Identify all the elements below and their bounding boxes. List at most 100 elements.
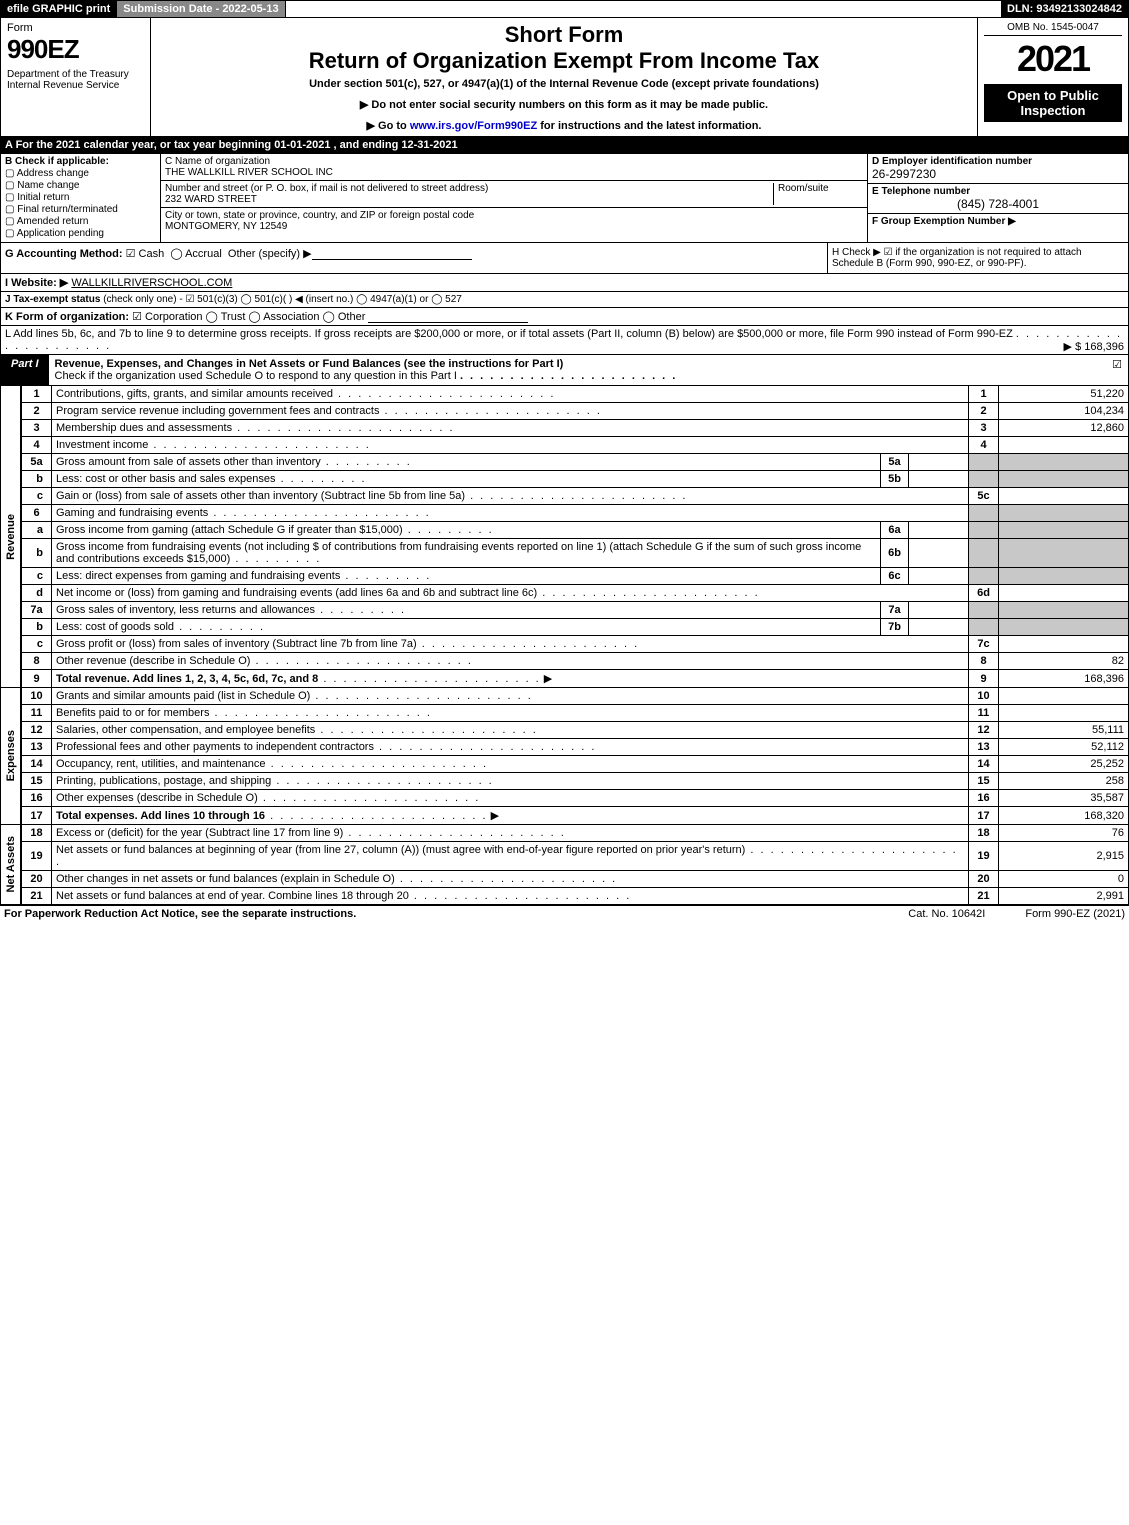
section-g: G Accounting Method: Cash Accrual Other … (1, 243, 828, 273)
line-number: 19 (22, 842, 52, 871)
amount-cell (999, 602, 1129, 619)
right-line-no (969, 471, 999, 488)
org-name: THE WALLKILL RIVER SCHOOL INC (165, 167, 333, 178)
amount-cell: 35,587 (999, 790, 1129, 807)
chk-address-change[interactable]: Address change (5, 168, 156, 179)
line-desc: Gross profit or (loss) from sales of inv… (52, 636, 969, 653)
right-line-no: 14 (969, 756, 999, 773)
g-accrual[interactable]: Accrual (170, 248, 221, 260)
irs-link[interactable]: www.irs.gov/Form990EZ (410, 120, 537, 132)
header-center: Short Form Return of Organization Exempt… (151, 18, 978, 136)
page-footer: For Paperwork Reduction Act Notice, see … (0, 905, 1129, 922)
chk-final-return[interactable]: Final return/terminated (5, 204, 156, 215)
i-label: I Website: ▶ (5, 276, 68, 289)
expenses-vlabel: Expenses (1, 688, 21, 825)
e-block: E Telephone number (845) 728-4001 (868, 184, 1128, 214)
section-k: K Form of organization: ☑ Corporation ◯ … (0, 308, 1129, 326)
netassets-vlabel-text: Net Assets (3, 834, 19, 894)
line-number: 18 (22, 825, 52, 842)
right-line-no (969, 539, 999, 568)
line-number: b (22, 539, 52, 568)
amount-cell: 51,220 (999, 386, 1129, 403)
amount-cell: 2,915 (999, 842, 1129, 871)
topbar-spacer (286, 1, 1001, 17)
telephone: (845) 728-4001 (872, 197, 1124, 211)
line-desc: Less: cost of goods sold (52, 619, 881, 636)
form-label: Form (7, 22, 144, 34)
revenue-vlabel-text: Revenue (3, 512, 19, 562)
line-desc: Membership dues and assessments (52, 420, 969, 437)
line-number: 2 (22, 403, 52, 420)
line-number: 13 (22, 739, 52, 756)
mini-line: 7b (881, 619, 909, 636)
right-line-no (969, 602, 999, 619)
mini-value (909, 602, 969, 619)
footer-center: Cat. No. 10642I (868, 908, 1025, 920)
line-number: b (22, 619, 52, 636)
part1-sub: Check if the organization used Schedule … (55, 370, 457, 382)
amount-cell (999, 568, 1129, 585)
line-desc: Gain or (loss) from sale of assets other… (52, 488, 969, 505)
open-to-public: Open to Public Inspection (984, 84, 1122, 122)
c-city-block: City or town, state or province, country… (161, 208, 867, 234)
right-line-no: 20 (969, 871, 999, 888)
submission-date: Submission Date - 2022-05-13 (117, 1, 285, 17)
amount-cell: 104,234 (999, 403, 1129, 420)
c-city-label: City or town, state or province, country… (165, 210, 474, 221)
g-cash[interactable]: Cash (126, 248, 165, 260)
line-desc: Gross amount from sale of assets other t… (52, 454, 881, 471)
right-line-no (969, 568, 999, 585)
goto-note: ▶ Go to www.irs.gov/Form990EZ for instru… (157, 119, 971, 132)
line-desc: Grants and similar amounts paid (list in… (52, 688, 969, 705)
line-number: 15 (22, 773, 52, 790)
ein: 26-2997230 (872, 167, 936, 181)
form-title: Return of Organization Exempt From Incom… (157, 48, 971, 74)
right-line-no: 11 (969, 705, 999, 722)
line-desc: Excess or (deficit) for the year (Subtra… (52, 825, 969, 842)
chk-amended-return[interactable]: Amended return (5, 216, 156, 227)
line-desc: Other expenses (describe in Schedule O) (52, 790, 969, 807)
line-desc: Other revenue (describe in Schedule O) (52, 653, 969, 670)
right-line-no (969, 454, 999, 471)
line-number: 11 (22, 705, 52, 722)
part1-bar: Part I Revenue, Expenses, and Changes in… (0, 355, 1129, 386)
chk-application-pending[interactable]: Application pending (5, 228, 156, 239)
line-number: 10 (22, 688, 52, 705)
mini-value (909, 539, 969, 568)
line-desc: Total revenue. Add lines 1, 2, 3, 4, 5c,… (52, 670, 969, 688)
k-other-line (368, 310, 528, 323)
line-desc: Printing, publications, postage, and shi… (52, 773, 969, 790)
amount-cell: 55,111 (999, 722, 1129, 739)
line-desc: Professional fees and other payments to … (52, 739, 969, 756)
g-label: G Accounting Method: (5, 248, 123, 260)
line-desc: Net income or (loss) from gaming and fun… (52, 585, 969, 602)
line-desc: Program service revenue including govern… (52, 403, 969, 420)
chk-initial-return[interactable]: Initial return (5, 192, 156, 203)
h-text: H Check ▶ ☑ if the organization is not r… (832, 247, 1082, 269)
right-line-no: 7c (969, 636, 999, 653)
amount-cell (999, 454, 1129, 471)
right-line-no: 15 (969, 773, 999, 790)
mini-value (909, 568, 969, 585)
website[interactable]: WALLKILLRIVERSCHOOL.COM (71, 277, 232, 289)
chk-name-change[interactable]: Name change (5, 180, 156, 191)
part1-check[interactable]: ☑ (1106, 355, 1128, 385)
amount-cell (999, 585, 1129, 602)
right-line-no: 21 (969, 888, 999, 905)
d-label: D Employer identification number (872, 156, 1032, 167)
mini-line: 6b (881, 539, 909, 568)
line-number: 5a (22, 454, 52, 471)
mini-value (909, 471, 969, 488)
g-other[interactable]: Other (specify) ▶ (228, 248, 312, 260)
l-amount: ▶ $ 168,396 (1064, 340, 1124, 353)
revenue-vlabel: Revenue (1, 386, 21, 688)
footer-right: Form 990-EZ (2021) (1025, 908, 1125, 920)
right-line-no: 1 (969, 386, 999, 403)
goto-pre: ▶ Go to (367, 120, 410, 132)
line-number: 4 (22, 437, 52, 454)
amount-cell (999, 471, 1129, 488)
f-block: F Group Exemption Number ▶ (868, 214, 1128, 229)
form-number: 990EZ (7, 34, 144, 65)
right-line-no: 16 (969, 790, 999, 807)
c-name-block: C Name of organization THE WALLKILL RIVE… (161, 154, 867, 181)
